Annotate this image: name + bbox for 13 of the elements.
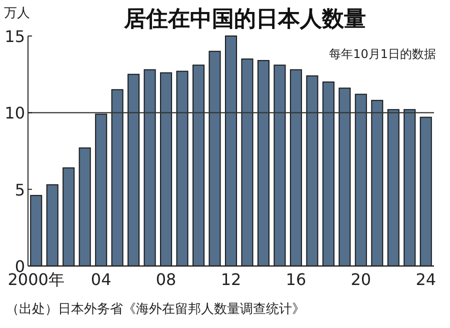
x-tick-label: 24 [416, 270, 436, 289]
x-tick-label: 20 [350, 270, 372, 289]
y-tick-label: 10 [4, 104, 25, 123]
y-axis-title: 万人 [4, 6, 30, 21]
y-tick-label: 5 [14, 180, 25, 200]
y-tick-label: 15 [4, 27, 25, 46]
x-tick-label: 04 [90, 270, 112, 289]
text: （出处）日本外务省《海外在留邦人数量调查统计》 [6, 302, 305, 317]
annotation: 每年10月1日的数据 [329, 47, 436, 61]
x-tick-label: 16 [286, 270, 306, 289]
x-tick-label: 08 [156, 270, 176, 289]
chart-title: 居住在中国的日本人数量 [123, 7, 366, 32]
x-tick-label: 12 [220, 270, 242, 289]
